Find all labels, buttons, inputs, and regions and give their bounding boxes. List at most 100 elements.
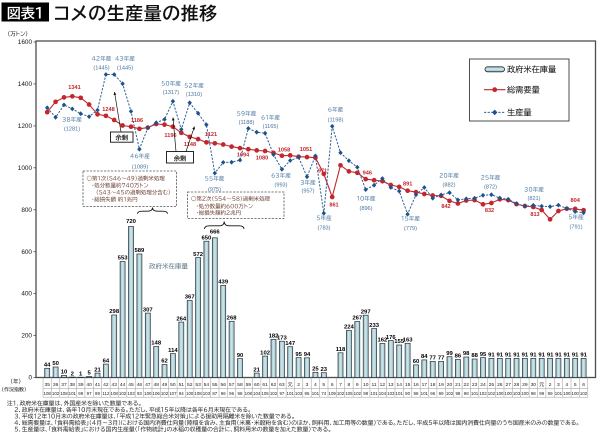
svg-text:74: 74 — [321, 391, 326, 396]
svg-text:182: 182 — [269, 334, 280, 340]
svg-text:46: 46 — [137, 382, 143, 388]
svg-text:91: 91 — [538, 353, 545, 359]
svg-text:96: 96 — [221, 391, 226, 396]
svg-text:26: 26 — [497, 382, 503, 388]
svg-text:(791): (791) — [569, 225, 582, 231]
svg-text:1121: 1121 — [205, 132, 217, 138]
svg-text:173: 173 — [277, 335, 288, 341]
svg-text:103: 103 — [513, 391, 521, 396]
svg-text:109: 109 — [329, 391, 337, 396]
svg-text:98: 98 — [455, 391, 460, 396]
svg-text:48: 48 — [153, 382, 159, 388]
svg-text:57: 57 — [229, 382, 235, 388]
svg-text:439: 439 — [218, 280, 229, 286]
svg-text:(872): (872) — [484, 185, 497, 191]
svg-text:268: 268 — [227, 316, 238, 322]
svg-text:1051: 1051 — [300, 147, 312, 153]
svg-text:1: 1 — [79, 372, 83, 378]
svg-text:102: 102 — [52, 391, 60, 396]
svg-text:720: 720 — [126, 219, 137, 225]
svg-text:600: 600 — [21, 249, 32, 256]
svg-text:1400: 1400 — [18, 81, 33, 88]
svg-text:15: 15 — [405, 382, 411, 388]
svg-text:101: 101 — [555, 391, 563, 396]
svg-text:104: 104 — [253, 391, 261, 396]
svg-text:91: 91 — [555, 353, 562, 359]
svg-text:(975): (975) — [208, 187, 221, 193]
svg-text:101: 101 — [396, 391, 404, 396]
svg-text:572: 572 — [193, 252, 204, 258]
svg-text:101: 101 — [421, 391, 429, 396]
svg-text:(779): (779) — [404, 226, 417, 232]
svg-text:98: 98 — [363, 391, 368, 396]
svg-text:52: 52 — [187, 382, 193, 388]
svg-text:47: 47 — [145, 382, 151, 388]
svg-text:1341: 1341 — [68, 85, 80, 91]
svg-text:44: 44 — [44, 363, 51, 369]
svg-text:88: 88 — [471, 353, 478, 359]
svg-text:367: 367 — [185, 295, 196, 301]
svg-text:91: 91 — [564, 353, 571, 359]
svg-text:21: 21 — [94, 367, 101, 373]
svg-text:98: 98 — [463, 351, 470, 357]
svg-text:105: 105 — [261, 391, 269, 396]
svg-text:298: 298 — [109, 309, 120, 315]
svg-text:861: 861 — [329, 203, 338, 209]
svg-text:1058: 1058 — [278, 147, 290, 153]
svg-text:1000: 1000 — [18, 165, 33, 172]
svg-text:27: 27 — [505, 382, 511, 388]
svg-text:9: 9 — [356, 382, 359, 388]
svg-text:118: 118 — [336, 347, 346, 353]
svg-text:13: 13 — [388, 382, 394, 388]
svg-text:99: 99 — [548, 391, 553, 396]
svg-text:99: 99 — [78, 391, 83, 396]
svg-text:77: 77 — [429, 356, 436, 362]
svg-text:650: 650 — [201, 235, 212, 241]
svg-text:60: 60 — [254, 382, 260, 388]
svg-text:7: 7 — [339, 382, 342, 388]
svg-text:148: 148 — [151, 341, 162, 347]
svg-text:101: 101 — [287, 391, 295, 396]
svg-text:1248: 1248 — [102, 107, 114, 113]
svg-text:1080: 1080 — [256, 156, 268, 162]
svg-text:1094: 1094 — [237, 153, 250, 159]
svg-text:553: 553 — [118, 256, 129, 262]
svg-text:100: 100 — [144, 391, 152, 396]
svg-text:102: 102 — [446, 391, 454, 396]
svg-text:107: 107 — [169, 391, 177, 396]
svg-text:98: 98 — [238, 391, 243, 396]
svg-text:102: 102 — [488, 391, 496, 396]
svg-text:12: 12 — [380, 382, 386, 388]
svg-text:162: 162 — [377, 338, 388, 344]
svg-text:108: 108 — [245, 391, 253, 396]
svg-text:(896): (896) — [359, 206, 372, 212]
svg-text:4: 4 — [565, 382, 568, 388]
svg-text:102: 102 — [337, 391, 345, 396]
svg-text:(1317): (1317) — [163, 90, 179, 96]
svg-text:84: 84 — [421, 354, 428, 360]
svg-text:971: 971 — [318, 169, 327, 175]
svg-text:1148: 1148 — [184, 142, 196, 148]
svg-text:200: 200 — [21, 333, 32, 340]
svg-text:98: 98 — [531, 391, 536, 396]
svg-text:30: 30 — [531, 382, 537, 388]
svg-text:60: 60 — [413, 359, 420, 365]
svg-text:267: 267 — [352, 316, 363, 322]
svg-text:103: 103 — [295, 391, 303, 396]
svg-text:101: 101 — [312, 391, 320, 396]
svg-text:19: 19 — [438, 382, 444, 388]
svg-text:(1281): (1281) — [64, 127, 80, 133]
svg-text:400: 400 — [21, 291, 32, 298]
svg-text:104: 104 — [379, 391, 387, 396]
svg-text:842: 842 — [441, 204, 450, 210]
svg-text:23: 23 — [472, 382, 478, 388]
svg-text:(1198): (1198) — [328, 118, 344, 124]
svg-text:94: 94 — [179, 391, 184, 396]
svg-text:103: 103 — [387, 391, 395, 396]
svg-text:50: 50 — [170, 382, 176, 388]
svg-text:(957): (957) — [301, 189, 314, 195]
svg-text:86: 86 — [455, 354, 462, 360]
svg-text:99: 99 — [95, 391, 100, 396]
svg-text:22: 22 — [463, 382, 469, 388]
svg-text:6: 6 — [582, 382, 585, 388]
